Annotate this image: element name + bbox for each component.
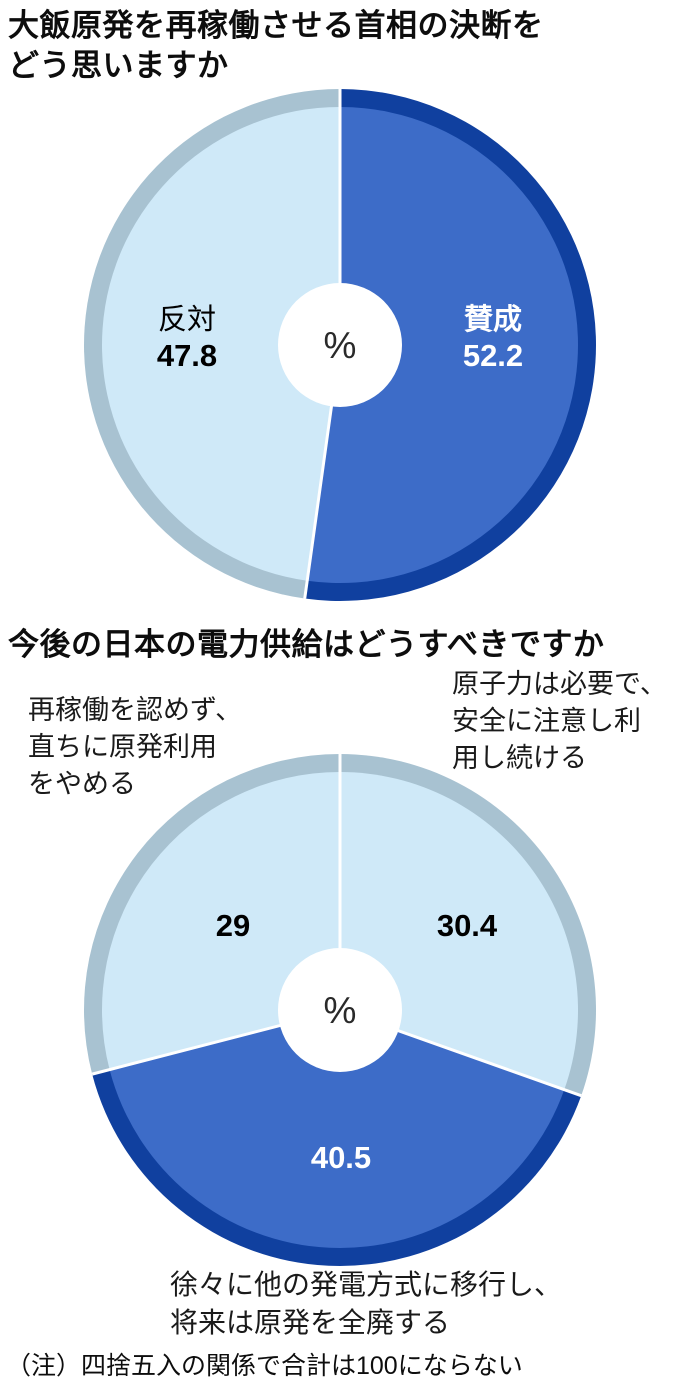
chart2-donut: % — [83, 754, 596, 1266]
chart1-donut: % — [84, 89, 597, 601]
chart1-oppose-value: 47.8 — [156, 338, 218, 373]
percent-symbol: % — [324, 990, 357, 1031]
chart1-agree-label: 賛成 52.2 — [413, 303, 573, 374]
chart2-label-stop-now: 再稼働を認めず、 直ちに原発利用 をやめる — [28, 695, 243, 799]
segment-1 — [109, 1010, 565, 1248]
donut-hole — [278, 283, 402, 407]
chart1-oppose-label: 反対 47.8 — [107, 303, 267, 374]
donut-hole — [278, 948, 402, 1072]
segment-0 — [307, 107, 578, 583]
chart2-label-keep-using: 原子力は必要で、 安全に注意し利 用し続ける — [452, 669, 667, 773]
percent-symbol: % — [324, 325, 357, 366]
chart2-value-keep-using: 30.4 — [436, 908, 498, 943]
chart2-label-phase-out: 徐々に他の発電方式に移行し、 将来は原発を全廃する — [170, 1269, 563, 1338]
chart2-value-stop-now: 29 — [215, 908, 251, 943]
segment-1 — [101, 107, 340, 581]
chart1-agree-value: 52.2 — [462, 338, 524, 373]
chart2-value-phase-out: 40.5 — [310, 1140, 372, 1175]
chart1-agree-name: 賛成 — [463, 304, 522, 336]
chart1-oppose-name: 反対 — [157, 304, 216, 336]
chart2-title: 今後の日本の電力供給はどうすべきですか — [8, 627, 605, 662]
chart1-title: 大飯原発を再稼働させる首相の決断を どう思いますか — [8, 8, 544, 83]
rounding-footnote: （注）四捨五入の関係で合計は100にならない — [6, 1352, 523, 1380]
